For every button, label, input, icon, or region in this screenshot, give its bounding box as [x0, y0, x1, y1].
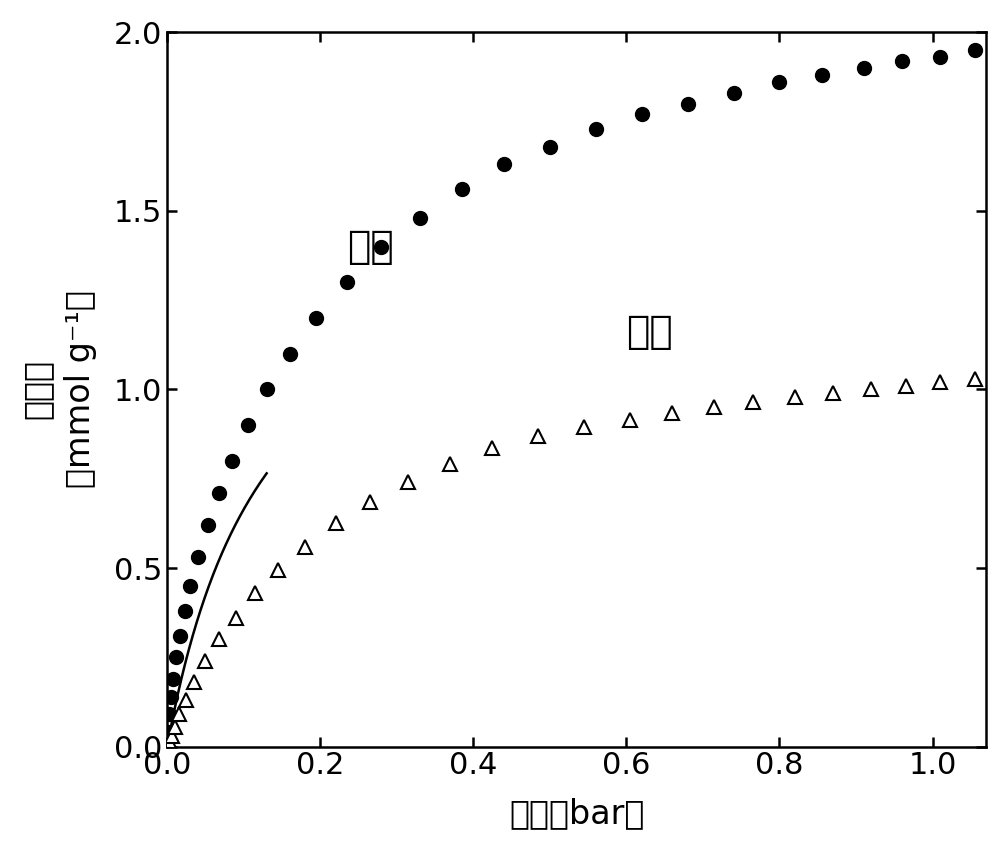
Text: 乙烯: 乙烯 [347, 227, 394, 266]
Text: 乙烷: 乙烷 [625, 313, 673, 351]
X-axis label: 压力（bar）: 压力（bar） [509, 797, 644, 831]
Y-axis label: 吸附量
（mmol g⁻¹）: 吸附量 （mmol g⁻¹） [21, 290, 98, 488]
